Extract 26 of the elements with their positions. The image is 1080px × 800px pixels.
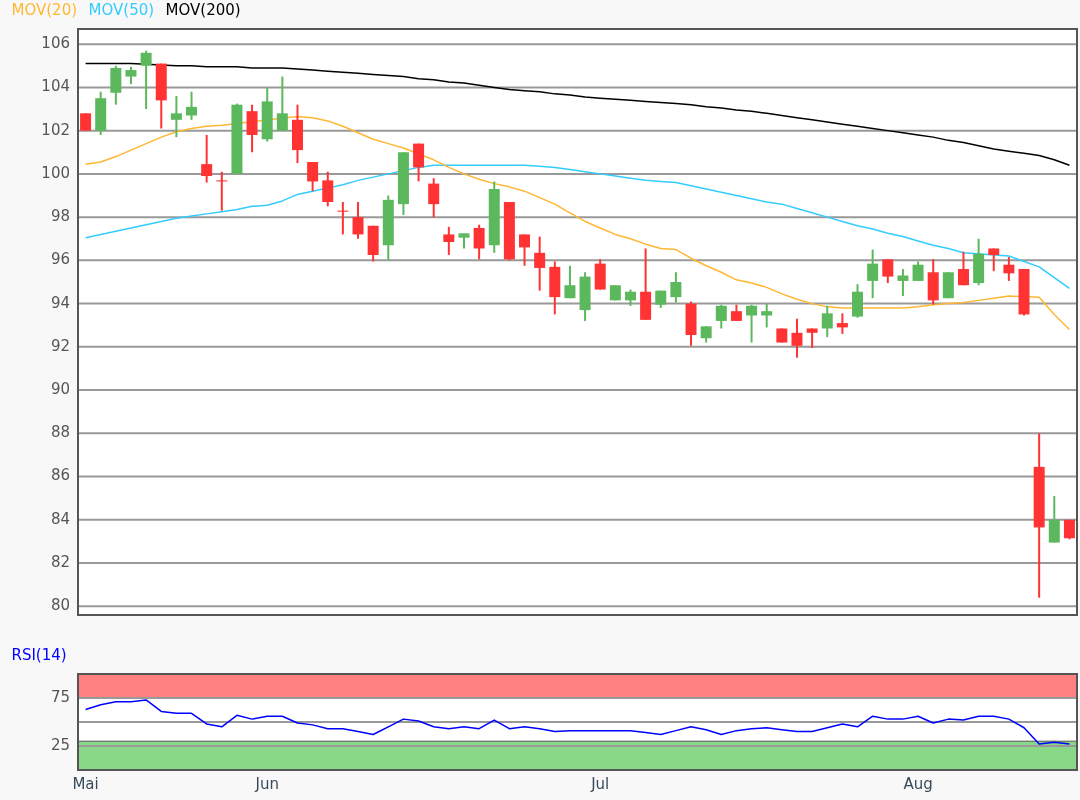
y-tick-label: 80	[50, 596, 70, 615]
x-tick-label: Mai	[72, 774, 99, 793]
y-tick-label: 25	[50, 735, 70, 754]
y-tick-label: 92	[50, 336, 70, 355]
y-tick-label: 100	[41, 163, 70, 182]
y-tick-label: 75	[50, 687, 70, 706]
y-tick-label: 102	[41, 120, 70, 139]
x-tick-label: Jun	[254, 774, 279, 793]
y-tick-label: 86	[50, 466, 70, 485]
y-tick-label: 90	[50, 380, 70, 399]
y-tick-label: 104	[41, 77, 70, 96]
y-tick-label: 82	[50, 552, 70, 571]
y-tick-label: 106	[41, 34, 70, 53]
y-tick-label: 96	[50, 250, 70, 269]
text: MOV(50)	[88, 1, 155, 20]
text: MOV(20)	[11, 1, 78, 20]
candlestick	[337, 201, 349, 235]
y-tick-label: 94	[50, 293, 70, 312]
y-tick-label: 98	[50, 207, 70, 226]
x-tick-label: Jul	[590, 774, 610, 793]
y-tick-label: 88	[50, 423, 70, 442]
text: RSI(14)	[11, 646, 67, 665]
text: MOV(200)	[165, 1, 241, 20]
y-tick-label: 84	[50, 509, 70, 528]
x-tick-label: Aug	[903, 774, 933, 793]
candlestick	[216, 171, 228, 211]
